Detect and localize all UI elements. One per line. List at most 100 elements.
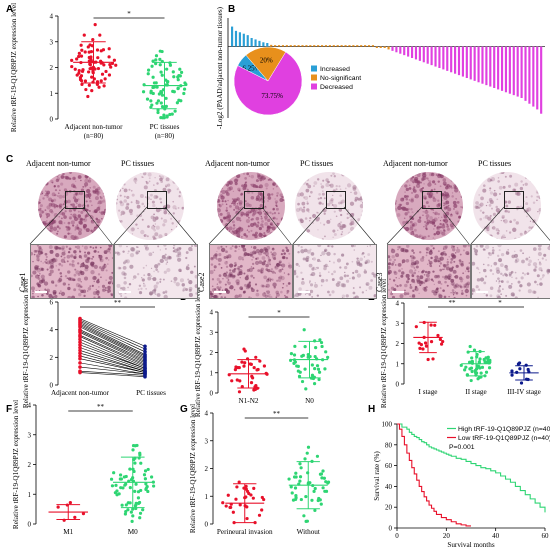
cell-nucleus <box>309 283 314 287</box>
cell-nucleus <box>265 254 268 257</box>
cell-nucleus <box>58 278 63 282</box>
cell-nucleus <box>482 263 485 266</box>
cell-nucleus <box>495 280 498 282</box>
cell-nucleus <box>305 182 309 186</box>
cell-nucleus <box>141 277 143 279</box>
cell-nucleus <box>59 272 63 275</box>
data-point <box>146 68 151 72</box>
cell-nucleus <box>280 264 282 266</box>
cell-nucleus <box>409 285 413 289</box>
cell-nucleus <box>263 291 266 294</box>
cell-nucleus <box>50 280 55 284</box>
cell-nucleus <box>531 238 533 240</box>
cell-nucleus <box>453 208 455 210</box>
cell-nucleus <box>425 246 430 252</box>
cell-nucleus <box>395 199 398 203</box>
y-axis-label: Survival rate (%) <box>373 451 381 501</box>
survival-curve <box>397 423 471 527</box>
cell-nucleus <box>237 267 240 271</box>
data-point <box>112 471 116 475</box>
data-point <box>526 367 530 372</box>
cell-nucleus <box>153 213 155 216</box>
cell-nucleus <box>123 195 126 198</box>
cell-nucleus <box>433 224 436 227</box>
cell-nucleus <box>311 258 314 260</box>
pair-line <box>79 366 146 375</box>
cell-nucleus <box>315 266 318 269</box>
cell-nucleus <box>396 226 399 229</box>
data-point <box>73 67 77 71</box>
cell-nucleus <box>398 245 402 249</box>
cell-nucleus <box>500 172 505 175</box>
cell-nucleus <box>447 234 450 236</box>
cell-nucleus <box>453 291 456 294</box>
cell-nucleus <box>63 250 66 252</box>
cell-nucleus <box>58 262 62 266</box>
bar <box>442 46 445 70</box>
cell-nucleus <box>472 292 474 295</box>
data-point <box>294 471 298 475</box>
cell-nucleus <box>238 271 243 276</box>
cell-nucleus <box>242 186 247 191</box>
cell-nucleus <box>264 248 269 253</box>
cell-nucleus <box>123 188 128 193</box>
cell-nucleus <box>123 281 127 285</box>
cell-nucleus <box>442 178 447 182</box>
cell-nucleus <box>536 283 539 286</box>
cell-nucleus <box>38 201 41 205</box>
y-tick-label: 0 <box>389 525 393 533</box>
cell-nucleus <box>474 249 478 254</box>
data-point-before <box>78 351 82 355</box>
cell-nucleus <box>446 258 449 261</box>
cell-nucleus <box>154 264 159 269</box>
cell-nucleus <box>493 192 498 197</box>
cell-nucleus <box>407 207 410 211</box>
cell-nucleus <box>133 178 138 183</box>
cell-nucleus <box>71 295 76 298</box>
cell-nucleus <box>94 176 99 182</box>
cell-nucleus <box>38 201 41 204</box>
cell-nucleus <box>546 268 550 273</box>
cell-nucleus <box>446 227 450 231</box>
cell-nucleus <box>80 281 82 283</box>
cell-nucleus <box>188 246 193 252</box>
cell-nucleus <box>97 296 101 298</box>
cell-nucleus <box>529 220 532 222</box>
tissue-texture <box>294 245 376 298</box>
cell-nucleus <box>496 269 501 274</box>
cell-nucleus <box>411 294 416 298</box>
cell-nucleus <box>72 278 76 282</box>
cell-nucleus <box>90 219 95 224</box>
cell-nucleus <box>475 285 479 289</box>
cell-nucleus <box>274 266 277 268</box>
cell-nucleus <box>302 257 306 261</box>
cell-nucleus <box>234 294 239 298</box>
cell-nucleus <box>267 193 271 197</box>
cell-nucleus <box>446 173 450 177</box>
cell-nucleus <box>400 197 405 202</box>
cell-nucleus <box>150 198 152 201</box>
bar <box>246 35 249 47</box>
cell-nucleus <box>288 282 291 285</box>
cell-nucleus <box>225 209 228 212</box>
cell-nucleus <box>218 253 222 257</box>
bar <box>500 46 504 91</box>
cell-nucleus <box>455 291 459 295</box>
cell-nucleus <box>360 175 363 179</box>
cell-nucleus <box>84 204 87 207</box>
cell-nucleus <box>408 184 411 187</box>
y-tick-label: 0 <box>28 521 32 529</box>
data-point <box>86 94 90 99</box>
cell-nucleus <box>50 210 54 214</box>
cell-nucleus <box>332 172 335 176</box>
cell-nucleus <box>408 269 414 274</box>
cell-nucleus <box>395 276 397 279</box>
cell-nucleus <box>262 292 267 297</box>
cell-nucleus <box>96 290 100 294</box>
cell-nucleus <box>233 172 236 175</box>
cell-nucleus <box>398 225 403 230</box>
bar <box>450 46 453 73</box>
cell-nucleus <box>257 269 261 273</box>
cell-nucleus <box>373 294 376 298</box>
cell-nucleus <box>278 269 282 273</box>
